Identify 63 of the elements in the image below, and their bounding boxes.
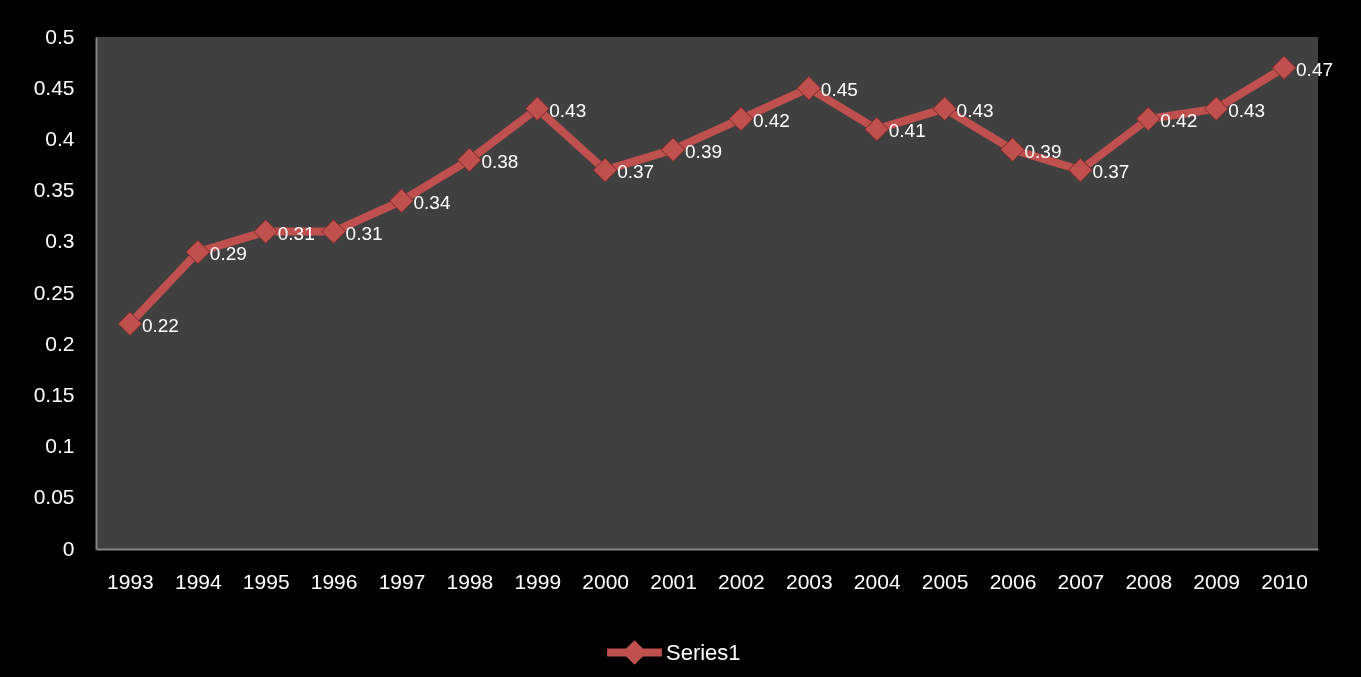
point (796, 75, 822, 101)
y-tick-label: 0.45 (33, 75, 75, 99)
point (524, 96, 550, 122)
data-label: 0.37 (1092, 161, 1130, 183)
data-label: 0.37 (617, 161, 655, 183)
point (1271, 55, 1297, 81)
point (253, 219, 279, 244)
y-tick-label: 0.2 (45, 331, 75, 355)
data-label: 0.38 (481, 150, 519, 172)
y-tick-label: 0.25 (33, 280, 75, 304)
point (1203, 96, 1229, 122)
y-tick-label: 0.15 (33, 382, 75, 406)
x-tick-label: 1994 (174, 569, 223, 593)
data-label: 0.39 (685, 140, 723, 162)
y-tick-label: 0.35 (33, 178, 75, 202)
data-label: 0.22 (141, 314, 179, 336)
data-label: 0.41 (888, 120, 926, 142)
data-label: 0.31 (345, 222, 383, 244)
point (864, 116, 890, 142)
x-tick-label: 1999 (514, 569, 562, 593)
point (185, 239, 211, 265)
x-tick-label: 2004 (853, 569, 901, 593)
y-tick-label: 0.1 (45, 434, 75, 458)
point (457, 147, 482, 173)
x-tick-label: 1993 (107, 569, 154, 593)
data-label: 0.29 (209, 243, 247, 265)
data-label: 0.43 (956, 99, 994, 121)
point (389, 188, 414, 214)
legend-label: Series1 (666, 639, 741, 665)
data-label: 0.45 (820, 79, 858, 101)
x-tick-label: 1998 (446, 569, 494, 593)
point (1068, 157, 1093, 183)
y-tick-label: 0.05 (33, 485, 75, 509)
y-tick-label: 0.3 (45, 229, 75, 253)
y-tick-label: 0 (62, 536, 75, 560)
point (660, 137, 686, 162)
data-label: 0.43 (549, 99, 587, 121)
x-tick-label: 2010 (1261, 569, 1308, 593)
x-tick-label: 2009 (1193, 569, 1241, 593)
x-tick-label: 1997 (378, 569, 426, 593)
point (592, 157, 618, 183)
x-tick-label: 1996 (310, 569, 358, 593)
point (1135, 106, 1161, 132)
x-tick-label: 2001 (650, 569, 697, 593)
x-tick-label: 2000 (582, 569, 630, 593)
point (728, 106, 754, 132)
data-label: 0.34 (413, 191, 451, 213)
x-tick-label: 2008 (1125, 569, 1173, 593)
x-tick-label: 2007 (1057, 569, 1105, 593)
y-tick-label: 0.4 (45, 126, 75, 150)
y-tick-label: 0.5 (45, 24, 75, 48)
x-tick-label: 2005 (921, 569, 969, 593)
data-label: 0.42 (752, 109, 790, 131)
point (1000, 137, 1025, 162)
x-tick-label: 2006 (989, 569, 1037, 593)
x-tick-label: 1995 (242, 569, 290, 593)
point (932, 96, 957, 122)
point (321, 219, 346, 244)
data-label: 0.47 (1296, 58, 1334, 80)
x-tick-label: 2003 (785, 569, 833, 593)
data-label: 0.43 (1228, 99, 1266, 121)
x-tick-label: 2002 (718, 569, 765, 593)
point (117, 311, 143, 337)
